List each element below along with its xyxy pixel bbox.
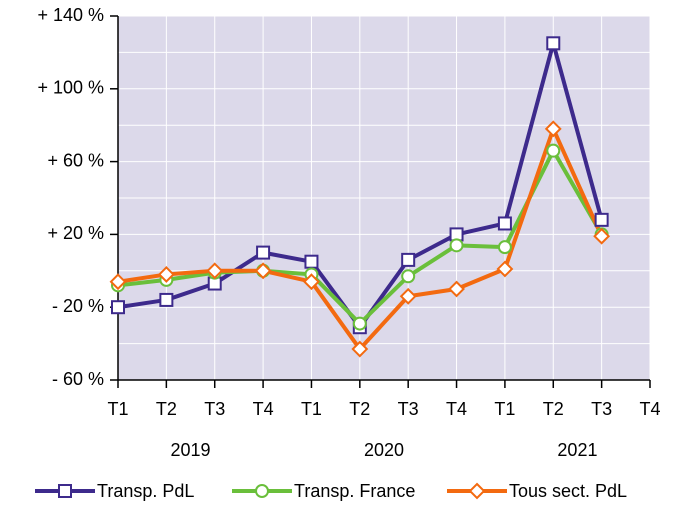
marker (58, 484, 72, 498)
y-tick-label: - 20 % (52, 296, 104, 316)
y-tick-label: + 140 % (37, 5, 104, 25)
marker (401, 252, 416, 267)
marker (206, 262, 224, 280)
x-group-label: 2021 (557, 440, 597, 460)
marker (401, 269, 416, 284)
legend-label: Transp. France (294, 481, 415, 501)
marker (496, 260, 514, 278)
marker (157, 266, 175, 283)
marker (399, 287, 417, 305)
marker (256, 245, 271, 260)
marker (544, 120, 562, 138)
x-tick-label: T3 (398, 399, 419, 419)
x-tick-label: T4 (446, 399, 467, 419)
x-tick-label: T1 (494, 399, 515, 419)
marker (546, 36, 561, 51)
marker (594, 212, 609, 227)
marker (304, 254, 319, 269)
y-tick-label: + 20 % (47, 223, 104, 243)
x-tick-label: T1 (107, 399, 128, 419)
marker (352, 316, 367, 331)
marker (593, 227, 611, 245)
x-tick-label: T3 (591, 399, 612, 419)
y-tick-label: - 60 % (52, 369, 104, 389)
legend-label: Transp. PdL (97, 481, 194, 501)
marker (351, 340, 369, 358)
x-tick-label: T2 (349, 399, 370, 419)
x-group-label: 2020 (364, 440, 404, 460)
legend-label: Tous sect. PdL (509, 481, 627, 501)
marker (497, 240, 512, 255)
marker (449, 238, 464, 253)
x-group-label: 2019 (171, 440, 211, 460)
marker (255, 484, 269, 498)
marker (468, 482, 486, 500)
marker (303, 273, 320, 291)
x-tick-label: T4 (253, 399, 274, 419)
marker (546, 143, 561, 158)
x-tick-label: T2 (156, 399, 177, 419)
y-tick-label: + 60 % (47, 150, 104, 170)
marker (109, 273, 127, 291)
x-tick-label: T3 (204, 399, 225, 419)
x-tick-label: T4 (639, 399, 660, 419)
marker (111, 300, 125, 315)
marker (497, 216, 512, 231)
marker (448, 280, 465, 298)
x-tick-label: T2 (543, 399, 564, 419)
marker (254, 262, 272, 280)
y-tick-label: + 100 % (37, 78, 104, 98)
x-tick-label: T1 (301, 399, 322, 419)
marker (159, 292, 174, 307)
